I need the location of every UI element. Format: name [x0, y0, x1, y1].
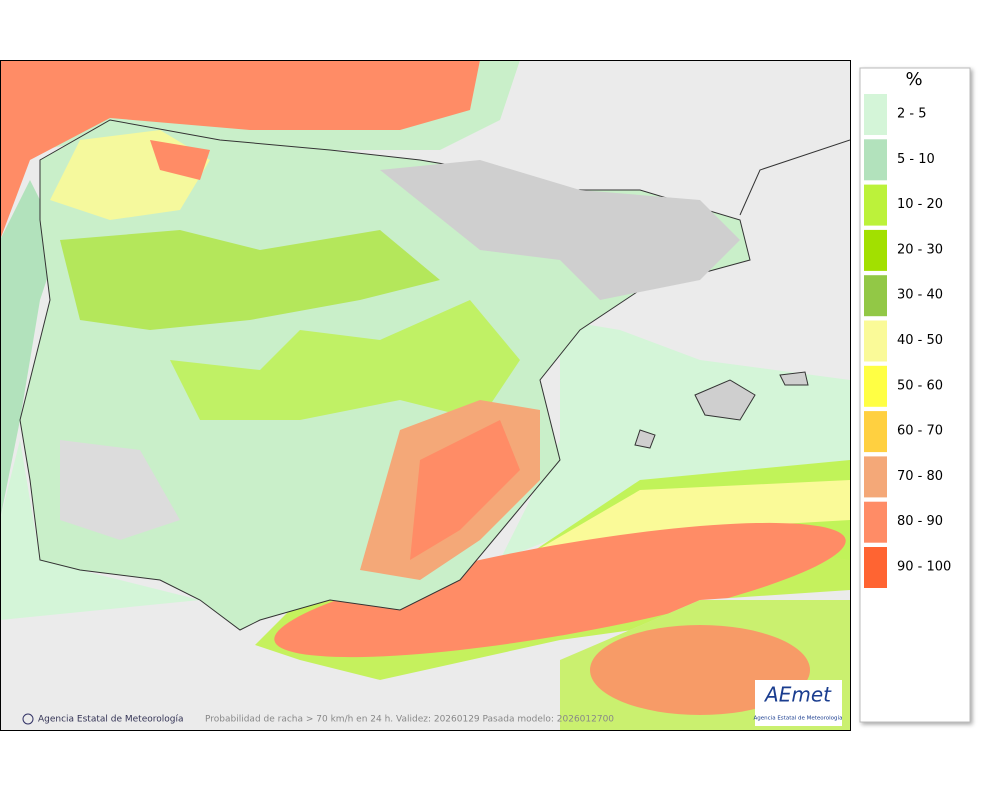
legend-label: 20 - 30	[897, 242, 943, 257]
legend-label: 40 - 50	[897, 333, 943, 348]
legend-swatch	[864, 320, 887, 362]
legend-swatch	[864, 456, 887, 498]
logo-subtitle: Agencia Estatal de Meteorología	[754, 715, 843, 722]
legend-swatch	[864, 94, 887, 135]
legend-swatch	[864, 547, 887, 588]
legend-swatch	[864, 229, 887, 271]
copyright-icon	[22, 713, 34, 725]
map-frame	[0, 60, 851, 731]
legend-label: 50 - 60	[897, 378, 943, 393]
caption: Probabilidad de racha > 70 km/h en 24 h.…	[205, 715, 614, 725]
legend-label: 2 - 5	[897, 107, 927, 122]
legend-label: 90 - 100	[897, 560, 951, 575]
legend: 2 - 5 5 - 10 10 - 20 20 - 30 30 - 40 40 - 50 5…	[864, 94, 951, 588]
legend-swatch	[864, 501, 887, 543]
legend-title: %	[905, 69, 922, 90]
legend-swatch	[864, 184, 887, 226]
legend-label: 80 - 90	[897, 514, 943, 529]
legend-label: 30 - 40	[897, 288, 943, 303]
legend-swatch	[864, 411, 887, 453]
logo: AEmet	[763, 683, 832, 707]
legend-label: 10 - 20	[897, 197, 943, 212]
legend-label: 5 - 10	[897, 152, 935, 167]
credit: Agencia Estatal de Meteorología	[38, 715, 184, 725]
legend-swatch	[864, 275, 887, 317]
legend-swatch	[864, 365, 887, 407]
legend-label: 60 - 70	[897, 424, 943, 439]
logo-box	[755, 680, 842, 726]
map	[0, 60, 850, 730]
legend-label: 70 - 80	[897, 469, 943, 484]
legend-swatch	[864, 139, 887, 181]
